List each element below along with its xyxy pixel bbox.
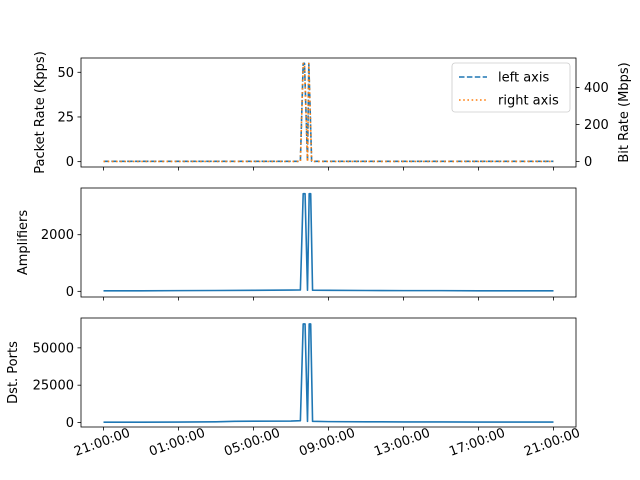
panel-2: 0 2000 Amplifiers xyxy=(16,187,577,301)
y2-tick-label: 0 xyxy=(584,155,592,170)
legend-label: right axis xyxy=(498,94,559,109)
plot-frame xyxy=(80,187,577,298)
y-tick-label: 50000 xyxy=(33,341,74,356)
panel-3: 0 25000 50000 21:00:00 01:00:00 05:00:00 09:00… xyxy=(6,317,582,460)
series-line-panel2-1 xyxy=(103,192,554,292)
y-tick-label: 0 xyxy=(66,416,74,431)
y-tick-label: 25000 xyxy=(33,379,74,394)
y-axis-label: Dst. Ports xyxy=(6,341,21,404)
y-tick-label: 2000 xyxy=(41,228,74,243)
y2-tick-label: 200 xyxy=(584,118,609,133)
x-tick-label: 21:00:00 xyxy=(72,426,132,460)
y-tick-label: 0 xyxy=(66,285,74,300)
x-tick-label: 01:00:00 xyxy=(147,426,207,460)
y-tick-label: 25 xyxy=(57,110,74,125)
legend: left axis right axis xyxy=(451,62,571,113)
plot-frame xyxy=(80,317,577,428)
y2-tick-label: 400 xyxy=(584,81,609,96)
series-line-panel3-1 xyxy=(103,323,554,424)
x-tick-label: 05:00:00 xyxy=(222,426,282,460)
y-axis-label: Amplifiers xyxy=(16,210,31,276)
x-tick-label: 09:00:00 xyxy=(297,426,357,460)
y2-axis-label: Bit Rate (Mbps) xyxy=(617,62,632,162)
x-tick-label: 17:00:00 xyxy=(447,426,507,460)
y-tick-label: 0 xyxy=(66,155,74,170)
y-tick-label: 50 xyxy=(57,66,74,81)
panel-1: 0 25 50 0 200 400 Packet Rate (Kpps) Bit Rate (… xyxy=(33,51,632,174)
y-axis-label: Packet Rate (Kpps) xyxy=(33,51,48,174)
legend-label: left axis xyxy=(498,71,549,86)
x-tick-label: 21:00:00 xyxy=(522,426,582,460)
series-line-right-axis xyxy=(103,62,554,163)
x-tick-label: 13:00:00 xyxy=(372,426,432,460)
